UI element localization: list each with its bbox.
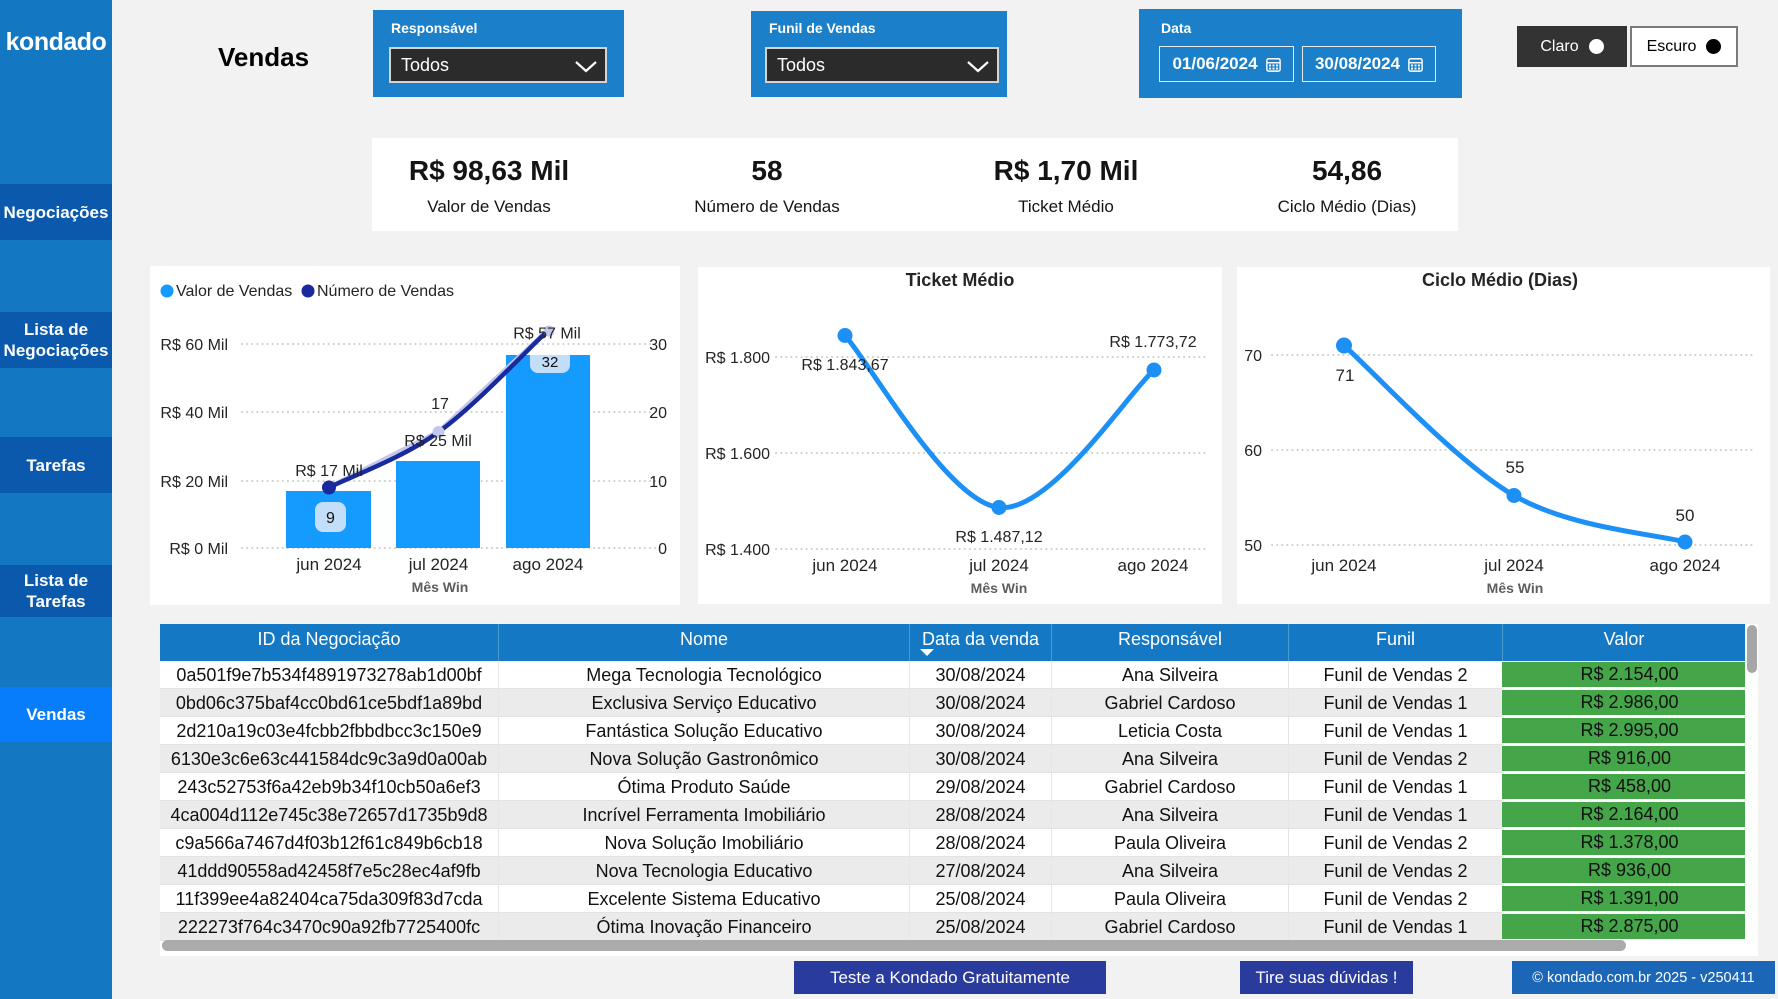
svg-text:ago 2024: ago 2024 (1650, 556, 1721, 575)
svg-text:Valor de Vendas: Valor de Vendas (176, 283, 292, 300)
svg-text:55: 55 (1506, 458, 1525, 477)
svg-text:Mês Win: Mês Win (971, 580, 1028, 596)
svg-text:R$ 1.487,12: R$ 1.487,12 (955, 529, 1042, 546)
svg-text:R$ 1.773,72: R$ 1.773,72 (1109, 334, 1196, 351)
svg-text:60: 60 (1244, 443, 1262, 460)
svg-text:Mês Win: Mês Win (412, 579, 469, 595)
svg-text:jul 2024: jul 2024 (968, 556, 1029, 575)
svg-text:20: 20 (649, 405, 667, 422)
svg-text:ago 2024: ago 2024 (1118, 556, 1189, 575)
svg-text:jun 2024: jun 2024 (811, 556, 877, 575)
svg-text:R$ 1.600: R$ 1.600 (705, 446, 770, 463)
svg-text:71: 71 (1336, 366, 1355, 385)
svg-text:50: 50 (1244, 538, 1262, 555)
svg-text:R$ 25 Mil: R$ 25 Mil (404, 433, 472, 450)
svg-text:jun 2024: jun 2024 (1310, 556, 1376, 575)
svg-text:32: 32 (542, 354, 559, 371)
svg-text:Ticket Médio: Ticket Médio (906, 270, 1015, 290)
svg-text:R$ 0 Mil: R$ 0 Mil (169, 541, 228, 558)
svg-text:Ciclo Médio (Dias): Ciclo Médio (Dias) (1422, 270, 1578, 290)
svg-text:R$ 40 Mil: R$ 40 Mil (160, 405, 228, 422)
svg-text:R$ 60 Mil: R$ 60 Mil (160, 337, 228, 354)
svg-text:9: 9 (326, 510, 335, 527)
svg-text:R$ 1.800: R$ 1.800 (705, 350, 770, 367)
svg-text:10: 10 (649, 474, 667, 491)
svg-text:Mês Win: Mês Win (1487, 580, 1544, 596)
svg-text:70: 70 (1244, 348, 1262, 365)
svg-text:ago 2024: ago 2024 (513, 555, 584, 574)
svg-text:R$ 57 Mil: R$ 57 Mil (513, 326, 581, 343)
svg-text:17: 17 (431, 396, 449, 413)
svg-text:Número de Vendas: Número de Vendas (317, 283, 454, 300)
svg-text:R$ 1.400: R$ 1.400 (705, 542, 770, 559)
svg-text:jun 2024: jun 2024 (295, 555, 361, 574)
svg-text:0: 0 (658, 541, 667, 558)
svg-text:R$ 1.843,67: R$ 1.843,67 (801, 357, 888, 374)
svg-text:R$ 20 Mil: R$ 20 Mil (160, 474, 228, 491)
svg-text:R$ 17 Mil: R$ 17 Mil (295, 463, 363, 480)
svg-text:50: 50 (1676, 506, 1695, 525)
svg-text:jul 2024: jul 2024 (1483, 556, 1544, 575)
svg-text:jul 2024: jul 2024 (408, 555, 469, 574)
svg-text:30: 30 (649, 337, 667, 354)
